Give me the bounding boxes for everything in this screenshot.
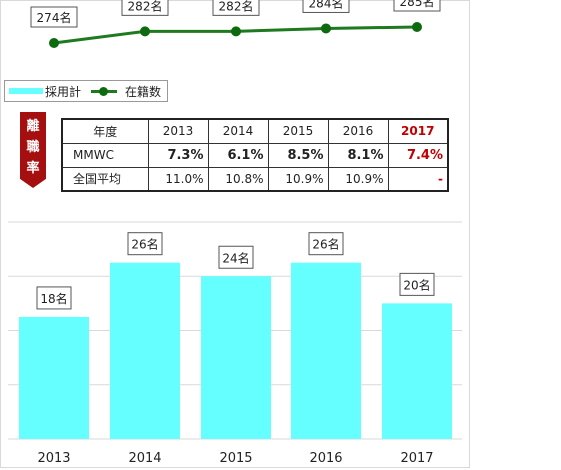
bar bbox=[291, 262, 361, 439]
table-cell: 10.9% bbox=[327, 166, 389, 192]
bar-data-label-box bbox=[308, 232, 344, 256]
line-point bbox=[412, 22, 422, 32]
bar bbox=[201, 276, 271, 439]
line-data-label-box bbox=[302, 0, 350, 13]
table-cell: 7.4% bbox=[387, 142, 449, 168]
table-cell: 8.5% bbox=[267, 142, 329, 168]
x-tick-label: 2017 bbox=[400, 451, 433, 466]
table-row: 全国平均 11.0% 10.8% 10.9% 10.9% - bbox=[61, 166, 449, 192]
line-point bbox=[321, 23, 331, 34]
legend-swatch-bar bbox=[9, 88, 43, 94]
bar-data-label: 24名 bbox=[222, 250, 249, 265]
table-row: MMWC 7.3% 6.1% 8.5% 8.1% 7.4% bbox=[61, 142, 449, 168]
line-point bbox=[49, 38, 59, 48]
line-point bbox=[140, 26, 150, 37]
bar-data-label: 20名 bbox=[403, 277, 430, 292]
line-data-label-box bbox=[30, 6, 78, 28]
table-cell: 7.3% bbox=[147, 142, 209, 168]
line-data-label: 285名 bbox=[400, 0, 435, 9]
table-cell: - bbox=[387, 166, 449, 192]
table-cell: 8.1% bbox=[327, 142, 389, 168]
bar bbox=[110, 262, 180, 439]
chart-canvas: 18名 2013 26名 2014 24名 2015 26名 2016 20名 2017 274名 2… bbox=[8, 0, 462, 466]
table-header-cell: 年度 bbox=[61, 118, 149, 144]
table-row-label: MMWC bbox=[61, 142, 149, 168]
attrition-table: 年度 2013 2014 2015 2016 2017 MMWC 7.3% 6.… bbox=[61, 118, 449, 192]
line-data-label-box bbox=[393, 0, 441, 12]
x-tick-label: 2014 bbox=[128, 451, 161, 466]
ribbon-char: 離 bbox=[26, 119, 40, 134]
line-data-label: 282名 bbox=[128, 0, 163, 13]
legend-label-bar: 採用計 bbox=[45, 84, 82, 99]
table-header-cell: 2017 bbox=[387, 118, 449, 144]
bar-data-label-box bbox=[399, 272, 435, 296]
bar-data-label: 18名 bbox=[40, 291, 67, 306]
table-cell: 11.0% bbox=[147, 166, 209, 192]
ribbon-char: 率 bbox=[26, 161, 40, 176]
bar-data-label: 26名 bbox=[312, 237, 339, 252]
table-cell: 6.1% bbox=[207, 142, 269, 168]
table-cell: 10.8% bbox=[207, 166, 269, 192]
attrition-ribbon: 離 職 率 bbox=[20, 112, 46, 188]
legend-swatch-line bbox=[91, 86, 118, 96]
bar bbox=[19, 316, 89, 439]
legend-item-bar: 採用計 bbox=[9, 83, 81, 100]
ribbon-char: 職 bbox=[26, 140, 40, 155]
table-header-cell: 2015 bbox=[267, 118, 329, 144]
line-data-label-box bbox=[121, 0, 169, 16]
legend-label-line: 在籍数 bbox=[125, 84, 162, 99]
line-data-label: 282名 bbox=[219, 0, 254, 13]
line-data-label: 284名 bbox=[309, 0, 344, 10]
bar-data-label: 26名 bbox=[131, 237, 158, 252]
table-header-cell: 2016 bbox=[327, 118, 389, 144]
table-header-cell: 2014 bbox=[207, 118, 269, 144]
line-data-label-box bbox=[212, 0, 260, 16]
table-row-label: 全国平均 bbox=[61, 166, 149, 192]
x-tick-label: 2013 bbox=[37, 451, 70, 466]
line-point bbox=[231, 26, 241, 37]
bar-data-label-box bbox=[218, 245, 254, 269]
bar-data-label-box bbox=[127, 232, 163, 256]
x-tick-label: 2015 bbox=[219, 451, 252, 466]
table-header-cell: 2013 bbox=[147, 118, 209, 144]
table-cell: 10.9% bbox=[267, 166, 329, 192]
legend: 採用計 在籍数 bbox=[4, 80, 169, 102]
legend-item-line: 在籍数 bbox=[85, 83, 161, 100]
bar bbox=[382, 303, 452, 439]
line-data-label: 274名 bbox=[37, 10, 72, 25]
bar-data-label-box bbox=[36, 286, 72, 310]
table-header-row: 年度 2013 2014 2015 2016 2017 bbox=[61, 118, 449, 144]
x-tick-label: 2016 bbox=[309, 451, 342, 466]
